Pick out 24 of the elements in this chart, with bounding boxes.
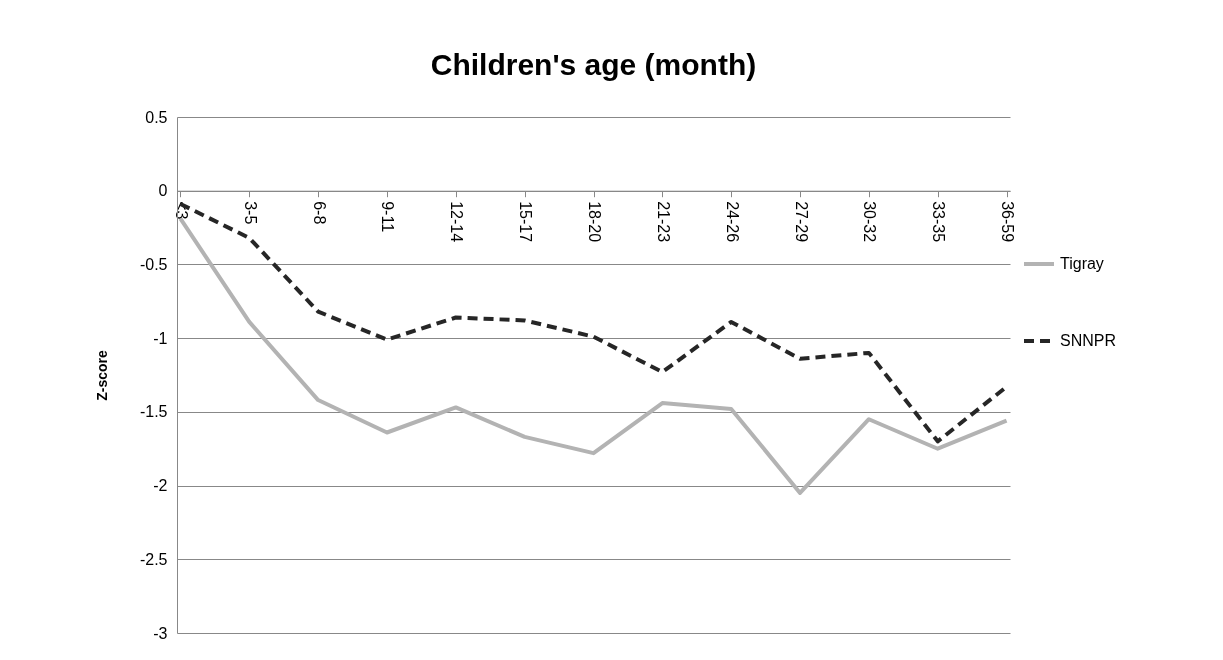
x-tick-label: 6-8: [310, 201, 328, 225]
y-tick-label: -1.5: [139, 403, 168, 421]
legend-label: Tigray: [1060, 255, 1104, 272]
y-tick-label: -2: [153, 477, 168, 495]
chart-title: Children's age (month): [430, 48, 757, 81]
x-tick-label: 27-29: [792, 201, 810, 243]
y-tick-label: -1: [153, 329, 168, 347]
x-tick-label: 9-11: [379, 201, 397, 233]
y-tick-label: -3: [153, 624, 168, 642]
y-tick-label: -0.5: [139, 255, 168, 273]
y-tick-label: 0: [158, 182, 168, 200]
y-axis-title: Z-score: [93, 350, 110, 401]
x-tick-label: 12-14: [448, 201, 466, 243]
x-tick-label: 36-59: [999, 201, 1017, 243]
x-tick-label: 18-20: [586, 201, 603, 243]
x-tick-label: 24-26: [723, 201, 741, 243]
x-tick-label: 30-32: [861, 201, 879, 243]
x-tick-label: 33-35: [930, 201, 948, 243]
y-tick-label: 0.5: [145, 108, 168, 126]
legend-label: SNNPR: [1060, 332, 1117, 349]
y-tick-label: -2.5: [139, 550, 168, 568]
x-tick-label: 21-23: [654, 201, 672, 243]
x-tick-label: 15-17: [517, 201, 535, 243]
x-tick-label: 3-5: [241, 201, 259, 225]
